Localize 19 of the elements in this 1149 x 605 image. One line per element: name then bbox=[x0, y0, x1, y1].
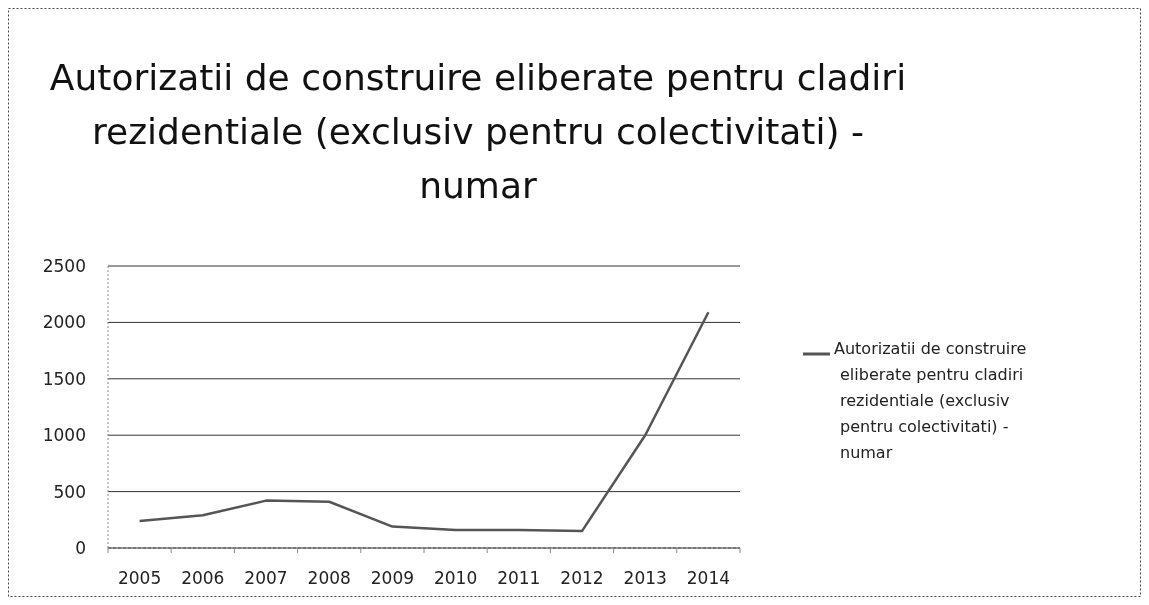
x-tick-label: 2013 bbox=[623, 568, 667, 588]
y-tick-label: 0 bbox=[75, 537, 86, 558]
x-tick-label: 2007 bbox=[244, 568, 288, 588]
x-tick-label: 2005 bbox=[117, 568, 162, 588]
line-series bbox=[138, 311, 710, 533]
x-tick-label: 2012 bbox=[560, 568, 604, 588]
y-tick-label: 2000 bbox=[42, 312, 86, 333]
x-tick-label: 2008 bbox=[307, 568, 351, 588]
y-tick-label: 1000 bbox=[42, 425, 86, 446]
x-tick-label: 2010 bbox=[433, 568, 478, 588]
x-tick-label: 2014 bbox=[686, 568, 731, 588]
y-tick-label: 1500 bbox=[42, 368, 86, 389]
chart-title: Autorizatii de construire eliberate pentru cladiri rezidentiale (exclusiv pentru colectivitati) - numar bbox=[49, 57, 907, 206]
y-tick-label: 500 bbox=[53, 481, 86, 502]
x-tick-label: 2011 bbox=[497, 568, 541, 588]
legend-label: Autorizatii de construire eliberate pentru cladiri rezidentiale (exclusiv pentru colectivitati) - numar bbox=[834, 339, 1027, 462]
y-tick-label: 2500 bbox=[42, 255, 86, 276]
x-tick-label: 2009 bbox=[370, 568, 415, 588]
x-tick-label: 2006 bbox=[181, 568, 225, 588]
